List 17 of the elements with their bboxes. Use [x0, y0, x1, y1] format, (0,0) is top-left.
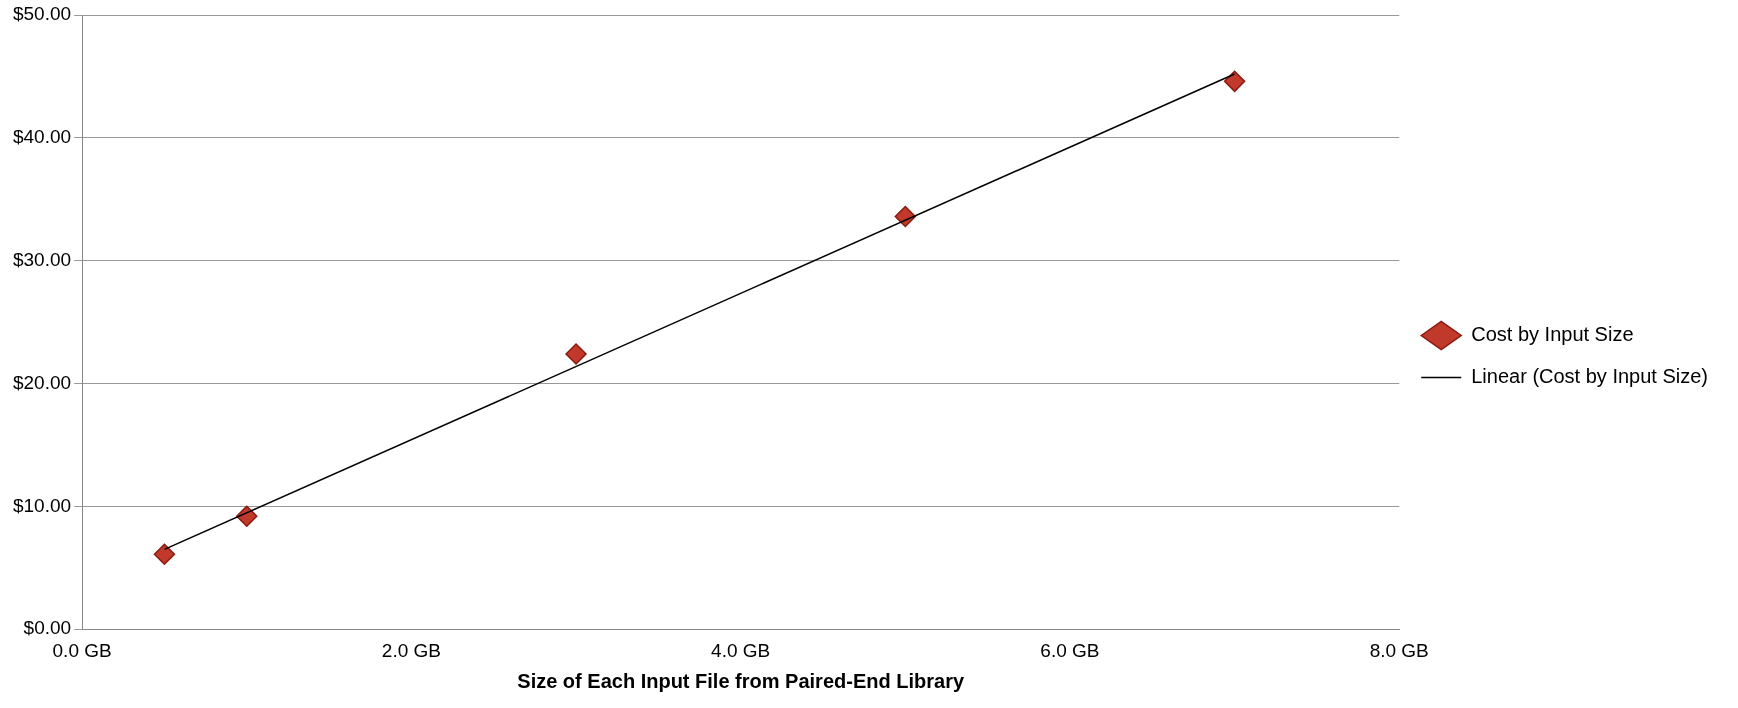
y-tick-label: $10.00: [12, 494, 72, 516]
point: [153, 543, 176, 566]
y-tick-label: $20.00: [12, 371, 72, 393]
y-tick-label: $40.00: [12, 126, 72, 148]
y-tick-label: $50.00: [12, 3, 72, 25]
x-tick-label: 8.0 GB: [1369, 639, 1429, 661]
x-tick-label: 0.0 GB: [52, 639, 112, 661]
y-tick-label: $30.00: [12, 248, 72, 270]
y-tick-label: $0.00: [23, 617, 72, 639]
x-tick-label: 2.0 GB: [381, 639, 441, 661]
point: [565, 343, 587, 365]
point: [1223, 70, 1246, 93]
x-tick-label: 6.0 GB: [1040, 639, 1100, 661]
legend-label: Linear (Cost by Input Size): [1471, 365, 1708, 388]
x-tick-label: 4.0 GB: [711, 639, 771, 661]
x-axis-title: Size of Each Input File from Paired-End Library: [517, 669, 965, 692]
legend-label: Cost by Input Size: [1471, 323, 1634, 346]
